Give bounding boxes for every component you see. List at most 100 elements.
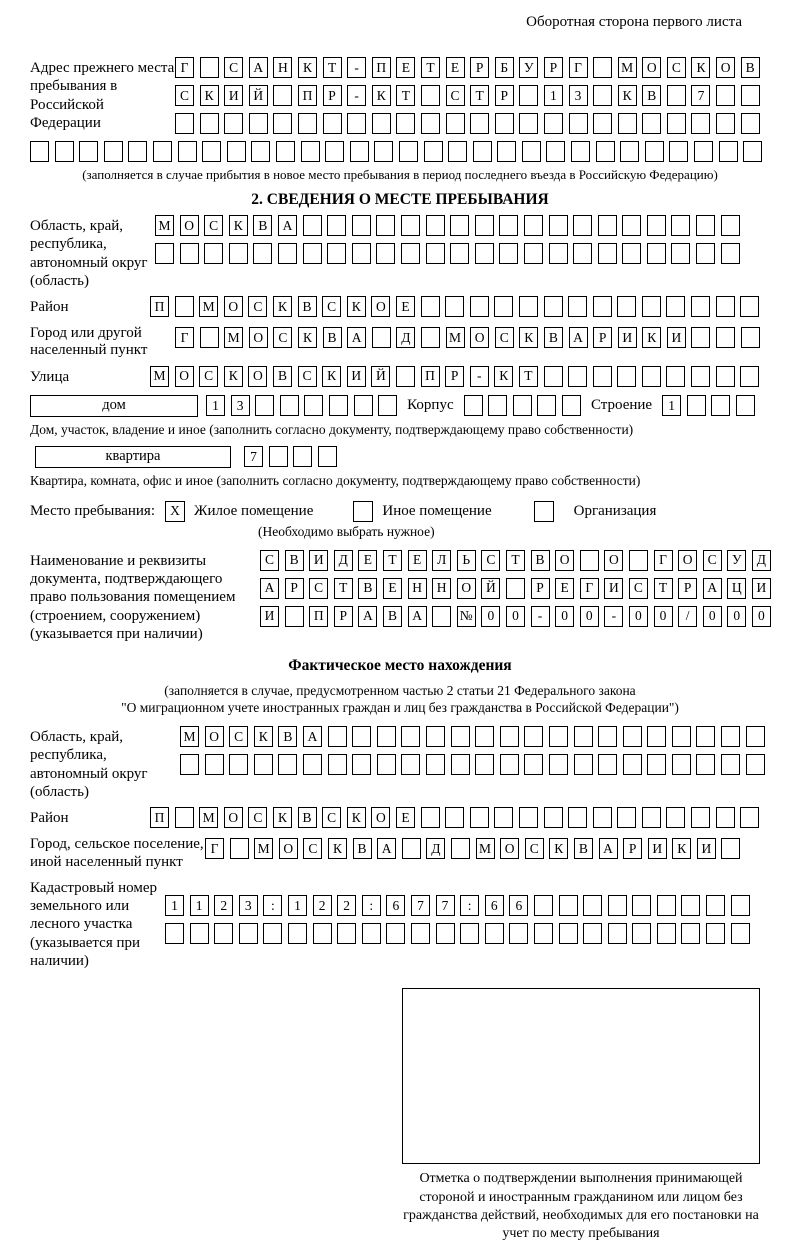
- char-cell[interactable]: [202, 141, 222, 162]
- char-cell[interactable]: С: [248, 807, 268, 829]
- char-cell[interactable]: [681, 922, 701, 944]
- char-cell[interactable]: [445, 113, 465, 134]
- char-cell[interactable]: К: [494, 365, 514, 387]
- char-cell[interactable]: М: [617, 57, 637, 78]
- char-cell[interactable]: Р: [593, 327, 613, 349]
- char-cell[interactable]: 2: [312, 894, 332, 916]
- char-cell[interactable]: С: [260, 549, 279, 571]
- stay-option-checkbox-residential[interactable]: X: [165, 500, 185, 522]
- char-cell[interactable]: П: [297, 85, 317, 106]
- char-cell[interactable]: [730, 922, 750, 944]
- char-cell[interactable]: С: [481, 549, 501, 571]
- char-cell[interactable]: С: [322, 807, 342, 829]
- char-cell[interactable]: Ь: [456, 549, 476, 571]
- char-cell[interactable]: [595, 141, 615, 162]
- char-cell[interactable]: И: [224, 85, 244, 106]
- char-cell[interactable]: [30, 141, 49, 162]
- char-cell[interactable]: [696, 215, 716, 236]
- char-cell[interactable]: [400, 215, 420, 236]
- char-cell[interactable]: К: [322, 365, 342, 387]
- char-cell[interactable]: [499, 754, 519, 776]
- char-cell[interactable]: [499, 726, 519, 748]
- char-cell[interactable]: К: [346, 296, 366, 318]
- char-cell[interactable]: [521, 141, 541, 162]
- char-cell[interactable]: О: [555, 549, 575, 571]
- char-cell[interactable]: С: [273, 327, 293, 349]
- char-cell[interactable]: [593, 57, 613, 78]
- char-cell[interactable]: А: [248, 57, 268, 78]
- char-cell[interactable]: [632, 922, 652, 944]
- char-cell[interactable]: К: [199, 85, 219, 106]
- char-cell[interactable]: [642, 113, 662, 134]
- char-cell[interactable]: [494, 807, 514, 829]
- char-cell[interactable]: О: [371, 807, 391, 829]
- char-cell[interactable]: Г: [653, 549, 673, 571]
- char-cell[interactable]: Е: [407, 549, 427, 571]
- char-cell[interactable]: [519, 113, 539, 134]
- char-cell[interactable]: [312, 922, 332, 944]
- char-cell[interactable]: [533, 894, 553, 916]
- char-cell[interactable]: [204, 754, 224, 776]
- char-cell[interactable]: [523, 215, 543, 236]
- char-cell[interactable]: И: [696, 838, 716, 860]
- char-cell[interactable]: [395, 365, 415, 387]
- char-cell[interactable]: [518, 296, 538, 318]
- char-cell[interactable]: [376, 215, 396, 236]
- char-cell[interactable]: К: [371, 85, 391, 106]
- char-cell[interactable]: [420, 85, 440, 106]
- char-cell[interactable]: И: [617, 327, 637, 349]
- char-cell[interactable]: [597, 215, 617, 236]
- char-cell[interactable]: У: [727, 549, 747, 571]
- char-cell[interactable]: О: [174, 365, 194, 387]
- char-cell[interactable]: [400, 243, 420, 264]
- char-cell[interactable]: [740, 327, 760, 349]
- char-cell[interactable]: В: [278, 726, 298, 748]
- char-cell[interactable]: [617, 113, 637, 134]
- char-cell[interactable]: [353, 395, 373, 417]
- char-cell[interactable]: [558, 922, 578, 944]
- char-cell[interactable]: К: [228, 215, 248, 236]
- char-cell[interactable]: [199, 57, 219, 78]
- char-cell[interactable]: Г: [175, 327, 194, 349]
- char-cell[interactable]: Т: [322, 57, 342, 78]
- char-cell[interactable]: [293, 446, 313, 468]
- char-cell[interactable]: 2: [337, 894, 357, 916]
- char-cell[interactable]: С: [309, 577, 329, 599]
- char-cell[interactable]: [505, 577, 525, 599]
- char-cell[interactable]: [740, 807, 760, 829]
- char-cell[interactable]: П: [150, 807, 169, 829]
- char-cell[interactable]: А: [598, 838, 618, 860]
- char-cell[interactable]: -: [469, 365, 489, 387]
- char-cell[interactable]: [499, 215, 519, 236]
- char-cell[interactable]: Г: [205, 838, 224, 860]
- char-cell[interactable]: [622, 243, 642, 264]
- char-cell[interactable]: А: [347, 327, 367, 349]
- char-cell[interactable]: [179, 243, 199, 264]
- char-cell[interactable]: [519, 85, 539, 106]
- char-cell[interactable]: [644, 141, 664, 162]
- char-cell[interactable]: [253, 243, 273, 264]
- char-cell[interactable]: 3: [568, 85, 588, 106]
- char-cell[interactable]: [435, 922, 455, 944]
- char-cell[interactable]: [593, 113, 613, 134]
- char-cell[interactable]: Р: [445, 365, 465, 387]
- char-cell[interactable]: Н: [273, 57, 293, 78]
- char-cell[interactable]: О: [642, 57, 662, 78]
- char-cell[interactable]: [548, 243, 568, 264]
- char-cell[interactable]: В: [573, 838, 593, 860]
- char-cell[interactable]: [214, 922, 234, 944]
- char-cell[interactable]: [425, 243, 445, 264]
- char-cell[interactable]: [351, 215, 371, 236]
- char-cell[interactable]: [573, 215, 593, 236]
- char-cell[interactable]: [716, 85, 736, 106]
- char-cell[interactable]: [472, 141, 492, 162]
- char-cell[interactable]: 1: [287, 894, 307, 916]
- char-cell[interactable]: 3: [230, 395, 250, 417]
- char-cell[interactable]: 0: [628, 605, 648, 627]
- char-cell[interactable]: С: [248, 296, 268, 318]
- char-cell[interactable]: [287, 922, 307, 944]
- char-cell[interactable]: [720, 243, 740, 264]
- char-cell[interactable]: [199, 113, 219, 134]
- char-cell[interactable]: [273, 113, 293, 134]
- char-cell[interactable]: [711, 395, 731, 417]
